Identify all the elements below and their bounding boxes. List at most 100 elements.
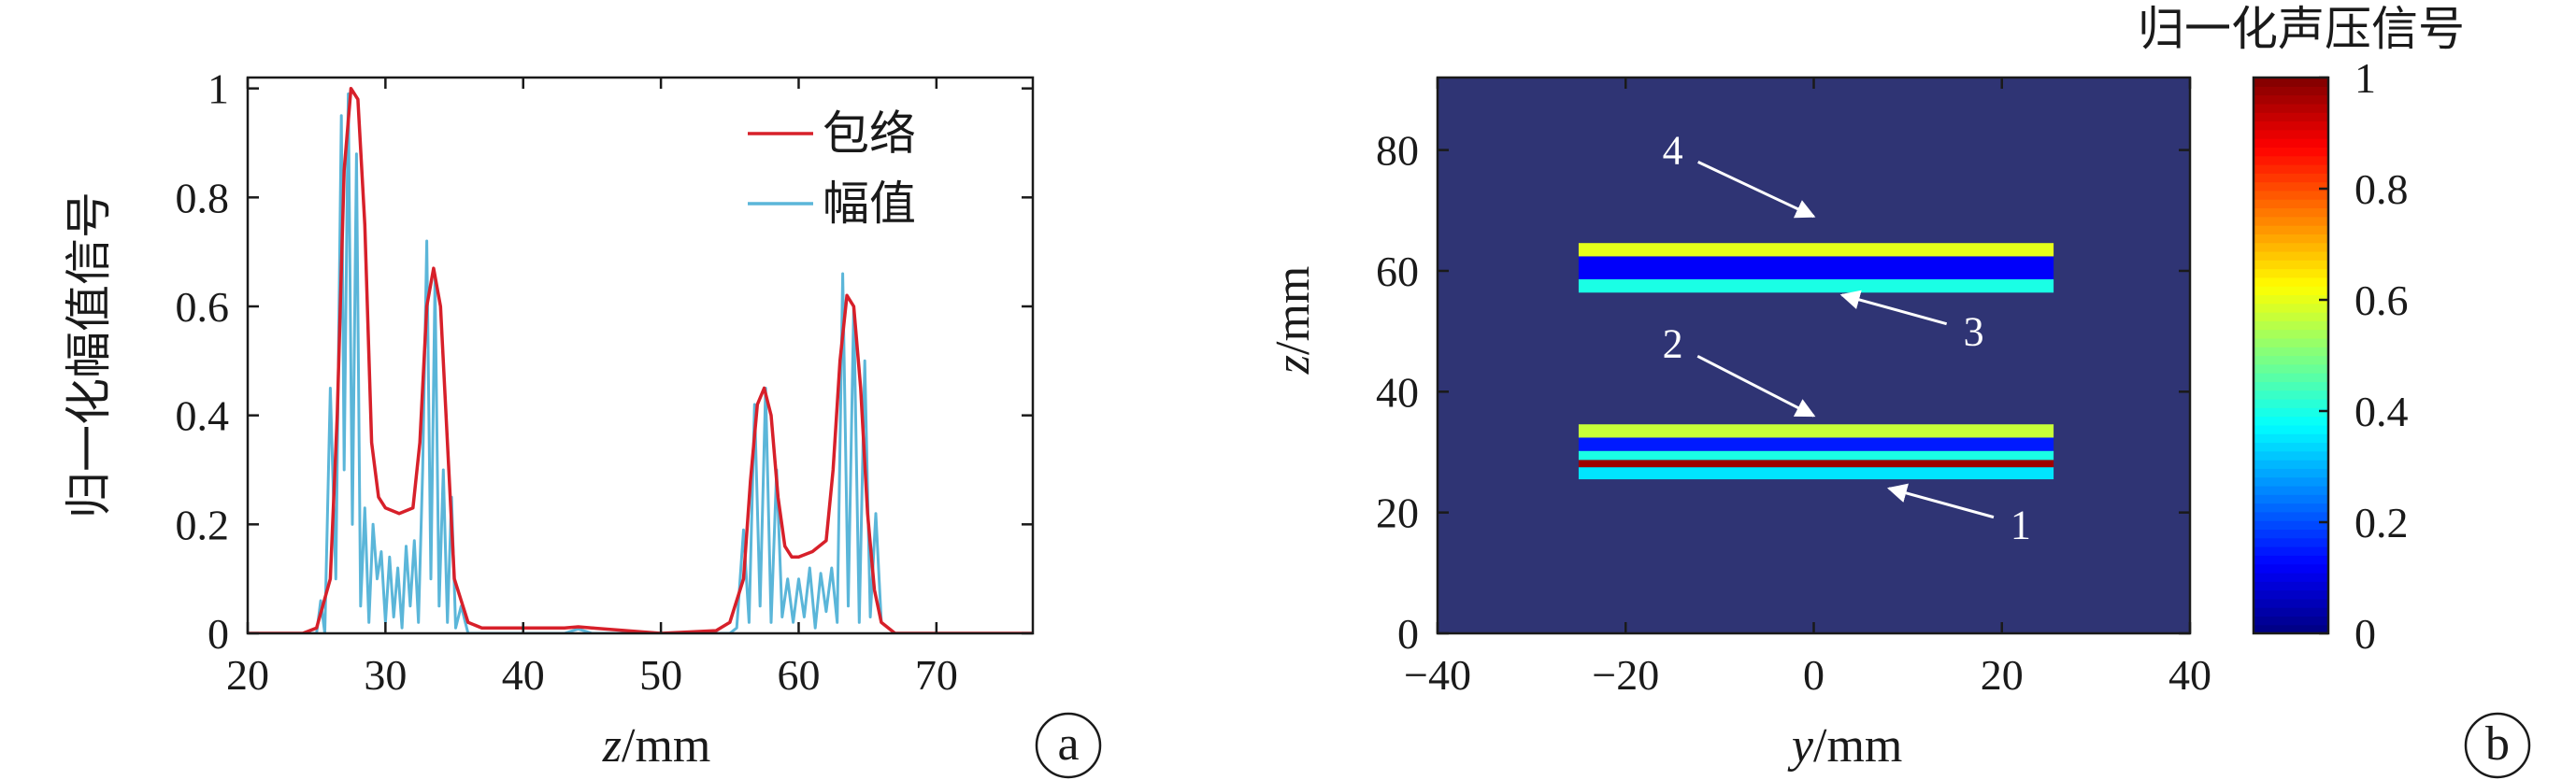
colorbar-step (2254, 181, 2328, 191)
colorbar-step (2254, 598, 2328, 608)
colorbar-step (2254, 234, 2328, 244)
colorbar-tick-label: 0.2 (2354, 499, 2409, 546)
x-tick-label: 40 (2168, 651, 2211, 699)
heatmap-band (1578, 450, 2054, 461)
colorbar-step (2254, 147, 2328, 157)
x-axis-label-unit-a: /mm (622, 719, 710, 773)
colorbar-step (2254, 78, 2328, 87)
colorbar-step (2254, 294, 2328, 305)
colorbar-step (2254, 373, 2328, 382)
line-chart-panel-a: 20 30 40 50 60 70 00.20.40.60.81 包络 幅值 z /mm … (62, 65, 1102, 779)
colorbar-step (2254, 260, 2328, 270)
x-tick-label: 40 (502, 651, 545, 699)
colorbar-step (2254, 581, 2328, 591)
x-axis-label-var-b: y (1787, 719, 1814, 773)
colorbar-step (2254, 546, 2328, 556)
heatmap-bands (1578, 243, 2054, 480)
colorbar-tick-label: 0 (2354, 610, 2376, 658)
annotation-label: 1 (2011, 503, 2031, 548)
colorbar-step (2254, 442, 2328, 452)
colorbar-step (2254, 347, 2328, 357)
colorbar-step (2254, 520, 2328, 531)
heatmap-band (1578, 243, 2054, 257)
colorbar-ticks: 0 0.2 0.4 0.6 0.8 1 (2319, 54, 2409, 658)
plot-frame-a (246, 76, 1035, 635)
colorbar-step (2254, 86, 2328, 96)
heatmap-band (1578, 467, 2054, 480)
y-tick-label: 40 (1376, 368, 1419, 416)
heatmap-band (1578, 460, 2054, 468)
colorbar-step (2254, 129, 2328, 139)
colorbar-step (2254, 424, 2328, 434)
colorbar-tick-label: 0.6 (2354, 277, 2409, 324)
colorbar-step (2254, 555, 2328, 565)
colorbar-step (2254, 460, 2328, 469)
colorbar-step (2254, 398, 2328, 408)
y-axis-a: 0 0.2 0.4 0.6 0.8 1 (176, 65, 1033, 658)
legend-label-envelope: 包络 (823, 106, 916, 161)
colorbar-step (2254, 572, 2328, 582)
x-axis-label-var-a: z (602, 719, 622, 773)
y-axis-b: 0 20 40 60 80 (1376, 127, 2190, 658)
colorbar-step (2254, 199, 2328, 209)
x-tick-label: 0 (1803, 651, 1825, 699)
colorbar-step (2254, 476, 2328, 487)
y-axis-label-unit-b: /mm (1267, 266, 1320, 355)
panel-letter-a: a (1057, 717, 1079, 771)
colorbar-step (2254, 355, 2328, 365)
colorbar-step (2254, 216, 2328, 226)
colorbar-step (2254, 303, 2328, 313)
y-tick-label: 0 (208, 610, 229, 658)
colorbar-step (2254, 250, 2328, 261)
colorbar-step (2254, 494, 2328, 504)
colorbar-step (2254, 242, 2328, 252)
colorbar-step (2254, 320, 2328, 331)
colorbar-step (2254, 433, 2328, 444)
y-tick-label: 0.4 (176, 392, 230, 440)
panel-badge-b (2464, 712, 2531, 779)
y-tick-label: 1 (208, 65, 229, 113)
colorbar-step (2254, 207, 2328, 218)
heatmap-panel-b: 1 2 3 4 −40 −20 0 20 40 0 20 40 60 80 y /mm z /mm 0… (1267, 2, 2531, 779)
legend-label-amplitude: 幅值 (823, 177, 916, 231)
x-tick-label: −20 (1592, 651, 1659, 699)
annotation-arrow (1886, 483, 1995, 519)
series-group (248, 86, 1033, 633)
colorbar-step (2254, 589, 2328, 600)
x-tick-label: 20 (226, 651, 269, 699)
y-tick-label: 0.2 (176, 501, 230, 548)
x-tick-label: 70 (915, 651, 958, 699)
annotation-arrow (1839, 290, 1948, 326)
y-tick-label: 80 (1376, 127, 1419, 175)
heatmap-band (1578, 424, 2054, 438)
y-tick-label: 20 (1376, 489, 1419, 537)
colorbar-step (2254, 163, 2328, 174)
colorbar-tick-label: 0.8 (2354, 165, 2409, 213)
annotation-arrow (1696, 354, 1816, 418)
y-axis-label-a: 归一化幅值信号 (62, 191, 116, 518)
legend-a: 包络 幅值 (748, 106, 916, 231)
colorbar-step (2254, 616, 2328, 626)
heatmap-band (1578, 437, 2054, 451)
colorbar-step (2254, 381, 2328, 391)
colorbar-step (2254, 312, 2328, 321)
heatmap-background (1438, 78, 2190, 633)
annotations-b: 1 2 3 4 (1663, 128, 2031, 548)
colorbar-step (2254, 277, 2328, 287)
colorbar-step (2254, 121, 2328, 131)
x-axis-label-unit-b: /mm (1813, 719, 1902, 773)
colorbar-step (2254, 138, 2328, 148)
colorbar-step (2254, 537, 2328, 547)
annotation-label: 3 (1964, 309, 1984, 355)
colorbar-step (2254, 624, 2328, 634)
y-tick-label: 0.6 (176, 283, 230, 331)
y-tick-label: 60 (1376, 248, 1419, 295)
colorbar-step (2254, 329, 2328, 339)
colorbar-step (2254, 363, 2328, 374)
colorbar-step (2254, 190, 2328, 200)
x-axis-b: −40 −20 0 20 40 (1404, 78, 2211, 699)
colorbar-step (2254, 112, 2328, 122)
heatmap-band (1578, 279, 2054, 293)
annotation-label: 2 (1663, 321, 1683, 367)
